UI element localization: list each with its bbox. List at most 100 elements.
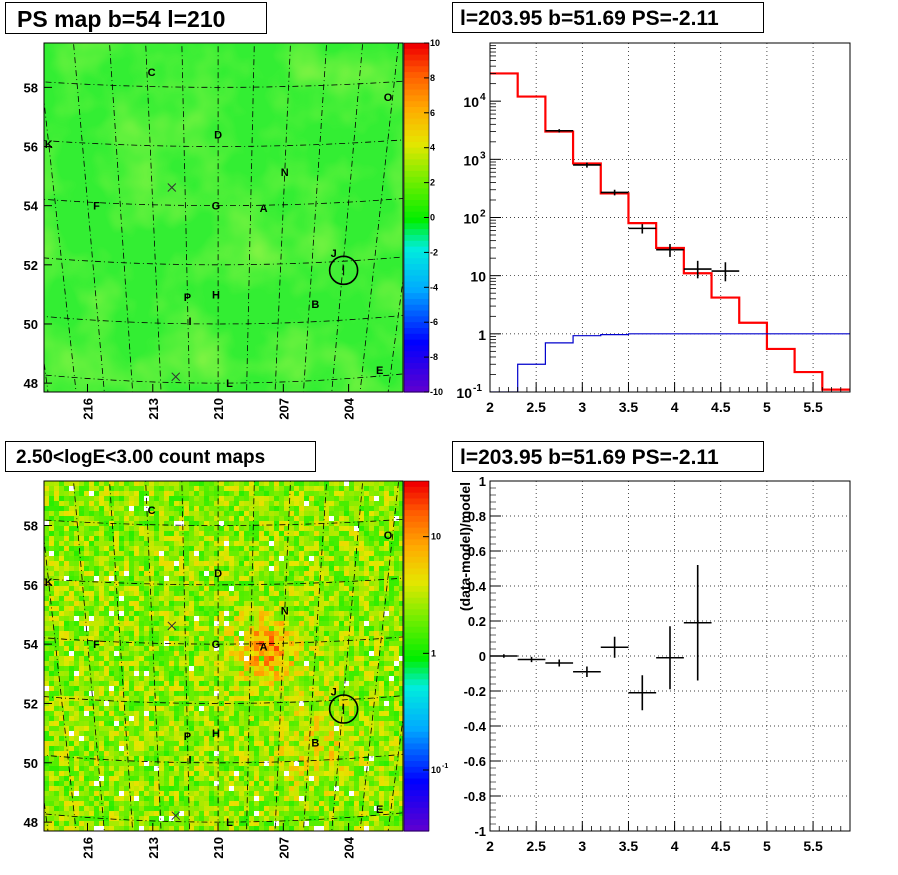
count-cell <box>159 616 165 622</box>
count-cell <box>99 746 105 752</box>
count-cell <box>374 776 380 782</box>
count-cell <box>79 761 85 767</box>
count-cell <box>274 496 280 502</box>
count-cell <box>214 691 219 696</box>
count-cell <box>144 491 150 497</box>
count-cell <box>69 601 75 607</box>
count-cell <box>164 766 170 772</box>
colorbar-cell <box>404 106 429 114</box>
count-cell <box>184 811 190 817</box>
count-cell <box>119 581 125 587</box>
count-cell <box>244 596 250 602</box>
count-cell <box>139 531 145 537</box>
count-cell <box>209 496 215 502</box>
count-cell <box>159 806 165 812</box>
count-cell <box>239 536 245 542</box>
count-cell <box>69 716 75 722</box>
count-cell <box>119 576 125 582</box>
count-cell <box>219 736 225 742</box>
count-cell <box>109 766 115 772</box>
count-cell <box>344 666 350 672</box>
count-cell <box>294 636 300 642</box>
count-cell <box>204 691 210 697</box>
count-cell <box>379 696 385 702</box>
count-cell <box>229 541 235 547</box>
count-cell <box>384 641 390 647</box>
count-cell <box>54 781 60 787</box>
count-cell <box>254 636 260 642</box>
count-cell <box>49 751 55 757</box>
count-cell <box>134 621 140 627</box>
count-cell <box>269 806 275 812</box>
count-cell <box>334 766 340 772</box>
count-cell <box>59 536 65 542</box>
count-cell <box>249 691 255 697</box>
count-cell <box>219 711 225 717</box>
colorbar-cell <box>404 95 429 102</box>
count-cell <box>264 731 270 737</box>
count-cell <box>299 686 305 692</box>
count-cell <box>324 511 330 517</box>
count-cell <box>59 566 65 572</box>
count-cell <box>259 611 265 617</box>
count-cell <box>149 581 155 587</box>
count-cell <box>274 586 280 592</box>
count-cell <box>354 731 360 737</box>
count-cell <box>84 726 90 732</box>
count-cell <box>144 786 150 792</box>
count-cell <box>174 741 180 747</box>
count-cell <box>74 501 80 507</box>
count-cell <box>299 616 305 622</box>
count-cell <box>384 706 390 712</box>
count-cell <box>399 601 403 607</box>
count-cell <box>94 761 100 767</box>
count-cell <box>354 571 360 577</box>
count-cell <box>334 736 340 742</box>
count-cell <box>44 596 50 602</box>
count-cell <box>139 731 145 737</box>
count-cell <box>259 656 265 662</box>
count-cell <box>69 691 75 697</box>
count-cell <box>254 661 260 667</box>
count-cell <box>104 691 110 697</box>
count-cell <box>179 541 185 547</box>
count-cell <box>124 481 130 487</box>
count-cell <box>309 656 315 662</box>
count-cell <box>44 706 50 712</box>
count-cell <box>94 536 100 542</box>
count-cell <box>384 491 390 497</box>
count-cell <box>264 591 270 597</box>
count-cell <box>44 726 50 732</box>
count-cell <box>354 751 360 757</box>
count-cell <box>64 761 70 767</box>
count-cell <box>59 516 65 522</box>
count-cell <box>54 516 60 522</box>
count-cell <box>279 711 285 717</box>
count-cell <box>379 771 385 777</box>
count-cell <box>84 556 90 562</box>
count-cell <box>254 706 260 712</box>
count-cell <box>359 491 365 497</box>
count-cell <box>349 761 355 767</box>
count-cell <box>84 681 90 687</box>
count-cell <box>269 611 275 617</box>
count-cell <box>314 526 320 532</box>
count-cell <box>344 681 349 686</box>
count-cell <box>269 776 275 782</box>
count-cell <box>194 486 200 492</box>
count-cell <box>389 796 395 802</box>
count-cell <box>249 486 255 492</box>
count-cell <box>199 736 205 742</box>
count-cell <box>379 781 385 787</box>
count-cell <box>399 731 403 737</box>
count-cell <box>164 561 170 567</box>
count-cell <box>294 716 300 722</box>
count-cell <box>69 516 75 522</box>
count-cell <box>314 621 320 627</box>
count-cell <box>399 561 403 567</box>
count-cell <box>309 681 315 687</box>
count-cell <box>209 711 215 717</box>
count-cell <box>239 806 245 812</box>
count-cell <box>304 491 310 497</box>
count-cell <box>134 751 140 757</box>
